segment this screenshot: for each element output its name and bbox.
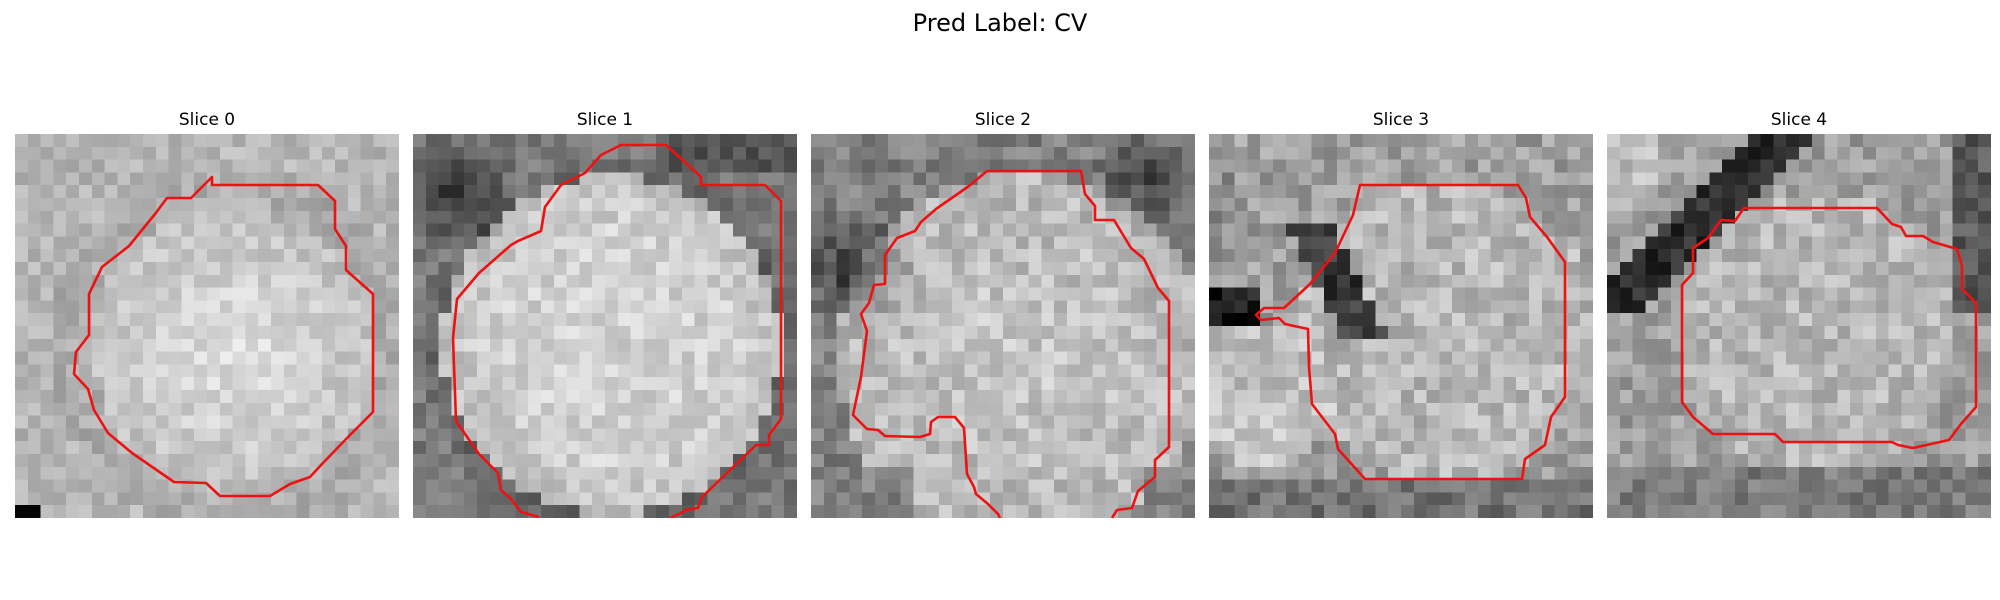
microscopy-slice-image (413, 134, 797, 518)
slice-title: Slice 4 (1770, 110, 1828, 130)
prediction-contour (600, 143, 783, 518)
slice-panel-2: Slice 2 (811, 108, 1195, 518)
figure-title: Pred Label: CV (912, 9, 1088, 37)
prediction-contour (1680, 206, 1978, 450)
slice-title: Slice 1 (576, 110, 634, 130)
slice-title: Slice 0 (178, 110, 236, 130)
slice-panel-0: Slice 0 (15, 108, 399, 518)
microscopy-slice-image (1607, 134, 1991, 518)
slice-title: Slice 3 (1372, 110, 1430, 130)
prediction-contour (72, 175, 375, 498)
microscopy-slice-image (811, 134, 1195, 518)
microscopy-slice-image (15, 134, 399, 518)
prediction-contour (851, 170, 1002, 518)
prediction-contour (1254, 183, 1567, 481)
slice-panel-4: Slice 4 (1607, 108, 1991, 518)
slice-title: Slice 2 (974, 110, 1032, 130)
prediction-contour (451, 154, 602, 518)
prediction-contour (987, 169, 1171, 518)
slice-panel-3: Slice 3 (1209, 108, 1593, 518)
microscopy-slice-image (1209, 134, 1593, 518)
slice-panel-1: Slice 1 (413, 108, 797, 518)
